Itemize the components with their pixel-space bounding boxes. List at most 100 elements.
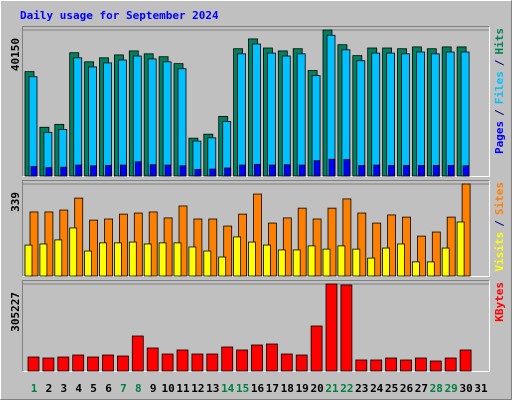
bar	[237, 53, 247, 177]
y-tick-label: 40150	[9, 38, 22, 71]
bar	[102, 354, 114, 372]
bar	[325, 283, 338, 372]
x-tick-label: 23	[355, 382, 368, 395]
bar	[103, 62, 112, 177]
panel-bevel-dark	[22, 26, 490, 177]
bar	[417, 165, 425, 177]
bar	[462, 165, 470, 177]
bar	[72, 354, 85, 372]
bar	[105, 165, 112, 177]
bar	[372, 222, 382, 277]
bar	[307, 245, 316, 277]
bar	[203, 250, 212, 277]
x-tick-label: 2	[46, 382, 53, 395]
bar	[42, 357, 55, 372]
bar	[445, 51, 455, 177]
bar	[208, 218, 218, 277]
bar	[149, 164, 157, 177]
x-tick-label: 5	[90, 382, 97, 395]
bar	[281, 55, 291, 177]
bar	[416, 235, 426, 277]
x-tick-label: 4	[75, 382, 82, 395]
bar	[370, 359, 383, 372]
x-tick-label: 8	[135, 382, 142, 395]
legend-entry: Files	[493, 71, 506, 104]
bar	[295, 354, 308, 372]
bar	[401, 53, 410, 177]
bar	[30, 166, 38, 177]
bar	[382, 247, 391, 277]
bar	[310, 325, 323, 372]
panel-bevel-light	[22, 26, 490, 177]
bar	[341, 49, 351, 177]
x-tick-label: 26	[400, 382, 414, 395]
bar	[340, 284, 353, 372]
bar	[388, 165, 396, 177]
y-tick-label: 339	[9, 192, 22, 212]
bar	[326, 34, 336, 177]
bar	[114, 242, 122, 277]
bar	[385, 357, 398, 372]
bar	[355, 359, 368, 372]
bar	[45, 167, 53, 177]
legend-entry: Sites	[493, 182, 506, 215]
bar	[342, 198, 352, 277]
bar	[223, 225, 233, 277]
bar	[128, 241, 137, 277]
bar	[322, 248, 331, 277]
x-tick-label: 25	[385, 382, 398, 395]
x-tick-label: 19	[296, 382, 309, 395]
bar	[371, 52, 381, 177]
y-tick-label: 305227	[9, 292, 22, 332]
bar	[268, 164, 276, 177]
x-tick-label: 24	[370, 382, 384, 395]
bar	[411, 261, 420, 277]
bar	[248, 241, 256, 277]
bar	[87, 356, 99, 372]
bar	[218, 256, 227, 277]
bar	[89, 219, 98, 277]
bar	[73, 57, 83, 177]
bar	[28, 76, 38, 177]
bar	[176, 349, 189, 372]
x-tick-label: 21	[325, 382, 339, 395]
bar	[292, 249, 301, 277]
legend: Pages / Files / Hits	[493, 28, 506, 154]
bar	[88, 66, 97, 177]
panel-bevel-light	[22, 280, 490, 372]
x-tick-label: 17	[266, 382, 279, 395]
bar	[224, 167, 232, 177]
bar	[134, 161, 142, 177]
x-tick-label: 30	[459, 382, 472, 395]
bar	[173, 242, 182, 277]
bar	[69, 227, 78, 277]
bar	[188, 246, 197, 277]
bar	[328, 158, 336, 177]
panel-bevel-dark	[22, 180, 490, 277]
bar	[164, 164, 172, 177]
bar	[143, 243, 152, 277]
bar	[239, 164, 247, 177]
bar	[277, 249, 286, 277]
bar	[397, 243, 405, 277]
bar	[414, 357, 427, 372]
bar	[162, 61, 172, 177]
bar	[194, 169, 202, 177]
x-tick-label: 18	[281, 382, 294, 395]
bar	[432, 165, 440, 177]
x-tick-label: 16	[251, 382, 265, 395]
panel-bevel-light	[22, 180, 490, 277]
bar	[84, 250, 92, 277]
bar	[459, 349, 472, 372]
chart-title: Daily usage for September 2024	[20, 9, 219, 22]
bar	[99, 242, 107, 277]
bar	[221, 346, 234, 372]
bar	[460, 51, 470, 177]
bar	[430, 53, 440, 177]
x-tick-label: 3	[60, 382, 67, 395]
x-tick-label: 15	[236, 382, 249, 395]
legend-entry: Pages	[493, 121, 506, 154]
bar	[296, 53, 306, 177]
bar	[447, 165, 455, 177]
